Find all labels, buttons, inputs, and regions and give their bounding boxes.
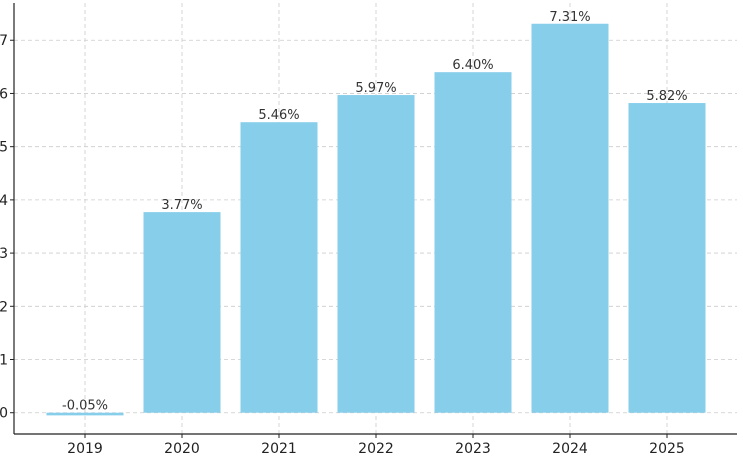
x-tick-label-2020: 2020 — [164, 441, 200, 457]
y-tick-label-5: 5 — [0, 140, 8, 156]
x-tick-label-2023: 2023 — [455, 441, 491, 457]
y-tick-label-3: 3 — [0, 246, 8, 262]
bar-2024 — [531, 23, 609, 413]
x-tick-label-2021: 2021 — [261, 441, 297, 457]
bar-2019 — [46, 412, 124, 416]
bar-2022 — [337, 95, 415, 413]
axes: 0 1 2 3 4 5 6 7 2019 2020 2021 2022 2023 2024 2025 — [0, 3, 737, 457]
y-tick-label-6: 6 — [0, 86, 8, 102]
data-label-2021: 5.46% — [258, 108, 299, 123]
data-label-2020: 3.77% — [161, 198, 202, 213]
y-tick-label-0: 0 — [0, 406, 8, 422]
data-label-2022: 5.97% — [355, 81, 396, 96]
x-tick-label-2025: 2025 — [649, 441, 685, 457]
bar-2021 — [240, 122, 318, 413]
data-label-2025: 5.82% — [646, 89, 687, 104]
data-label-2024: 7.31% — [549, 10, 590, 25]
y-tick-label-2: 2 — [0, 299, 8, 315]
bar-2025 — [628, 103, 706, 413]
bar-2020 — [143, 212, 221, 413]
y-tick-label-1: 1 — [0, 353, 8, 369]
data-labels: -0.05% 3.77% 5.46% 5.97% 6.40% 7.31% 5.82% — [62, 10, 688, 414]
x-tick-label-2022: 2022 — [358, 441, 394, 457]
x-tick-label-2024: 2024 — [552, 441, 588, 457]
x-tick-label-2019: 2019 — [67, 441, 103, 457]
y-tick-label-4: 4 — [0, 193, 8, 209]
data-label-2023: 6.40% — [452, 58, 493, 73]
bars — [46, 23, 706, 416]
bar-2023 — [434, 72, 512, 413]
data-label-2019: -0.05% — [62, 399, 108, 414]
y-tick-label-7: 7 — [0, 33, 8, 49]
